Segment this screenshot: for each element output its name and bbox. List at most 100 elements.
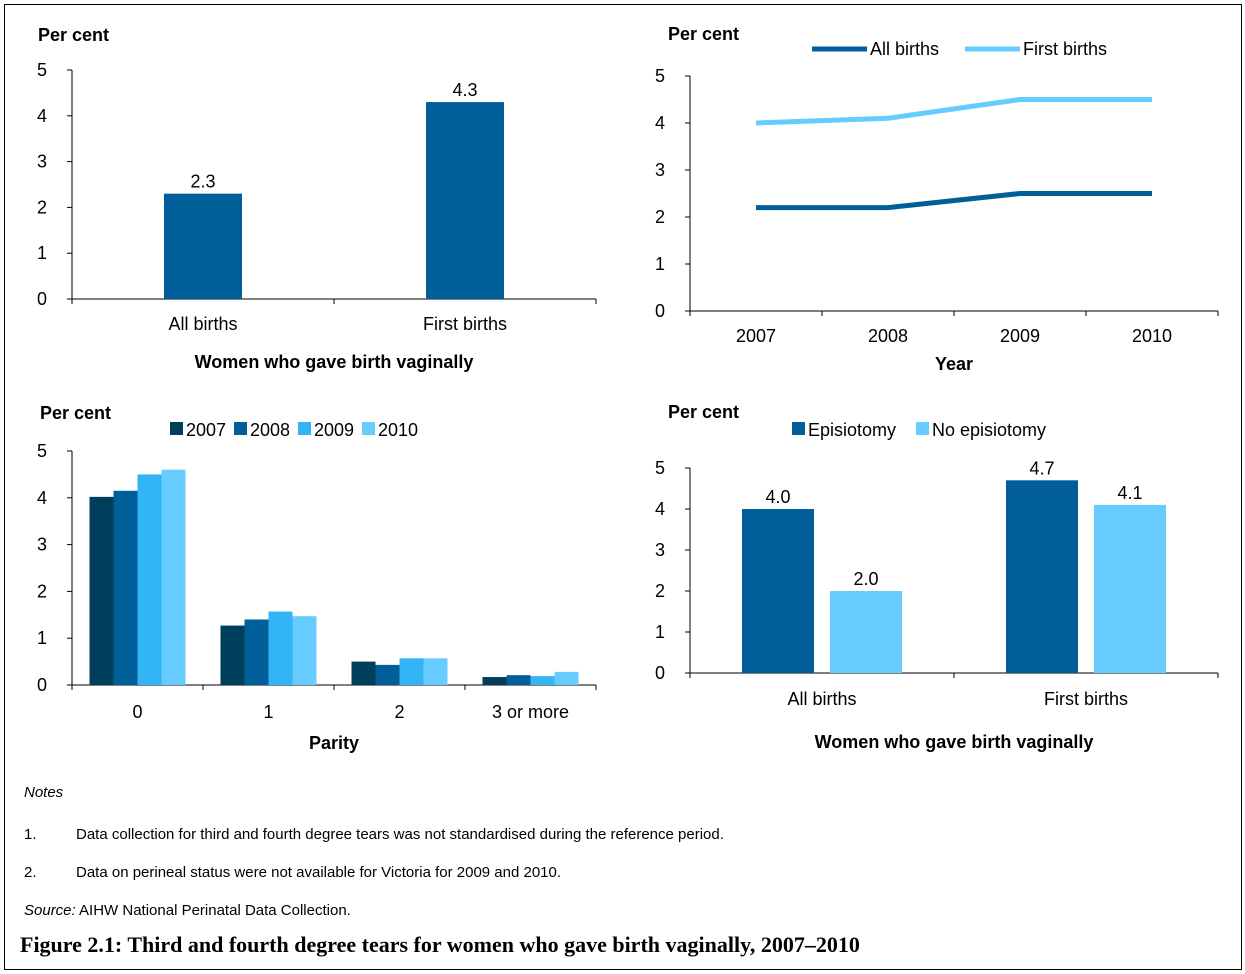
tr-y-tick-label: 3	[655, 160, 665, 180]
bl-bar	[351, 661, 376, 685]
bl-bar	[220, 625, 245, 685]
bl-y-tick-label: 4	[37, 488, 47, 508]
bl-bar	[161, 469, 186, 685]
tr-category-label: 2007	[736, 326, 776, 346]
bl-bar	[530, 676, 555, 685]
tl-y-tick-label: 4	[37, 106, 47, 126]
bl-bar	[375, 664, 400, 685]
bl-legend-swatch	[362, 422, 375, 435]
tl-y-tick-label: 1	[37, 243, 47, 263]
br-x-axis-title: Women who gave birth vaginally	[815, 732, 1094, 752]
tr-series-line	[756, 191, 1152, 211]
note-1-number: 1.	[24, 826, 37, 843]
bl-category-label: 0	[132, 702, 142, 722]
bl-y-tick-label: 3	[37, 535, 47, 555]
bl-bar	[113, 490, 138, 685]
br-y-tick-label: 5	[655, 458, 665, 478]
tr-series-line	[755, 97, 1152, 126]
bl-legend-swatch	[234, 422, 247, 435]
source-label: Source:	[24, 902, 76, 919]
source-text: AIHW National Perinatal Data Collection.	[75, 902, 351, 919]
bl-bar	[268, 611, 293, 685]
bl-bar	[399, 658, 424, 685]
tl-data-label: 4.3	[452, 80, 477, 100]
tl-data-label: 2.3	[190, 172, 215, 192]
tr-category-label: 2010	[1132, 326, 1172, 346]
br-data-label: 4.7	[1029, 458, 1054, 478]
tl-y-tick-label: 0	[37, 289, 47, 309]
bl-y-tick-label: 0	[37, 675, 47, 695]
bl-x-axis-title: Parity	[309, 733, 359, 753]
source-line: Source: AIHW National Perinatal Data Col…	[24, 902, 351, 919]
tr-y-tick-label: 4	[655, 113, 665, 133]
bl-y-tick-label: 1	[37, 628, 47, 648]
bl-category-label: 2	[394, 702, 404, 722]
bl-legend-swatch	[170, 422, 183, 435]
bl-y-axis-title: Per cent	[40, 403, 111, 423]
tr-legend-label: All births	[870, 39, 939, 59]
bl-category-label: 1	[263, 702, 273, 722]
tr-x-axis-title: Year	[935, 354, 973, 374]
tr-category-label: 2009	[1000, 326, 1040, 346]
br-y-tick-label: 2	[655, 581, 665, 601]
tl-y-tick-label: 5	[37, 60, 47, 80]
note-2-text: Data on perineal status were not availab…	[76, 864, 562, 881]
br-legend-swatch	[792, 422, 805, 435]
figure-caption: Figure 2.1: Third and fourth degree tear…	[20, 932, 860, 957]
bl-legend-label: 2009	[314, 420, 354, 440]
tl-bar	[164, 193, 242, 299]
figure-frame	[4, 4, 1242, 970]
bl-bar	[137, 474, 162, 685]
tr-legend-label: First births	[1023, 39, 1107, 59]
bl-legend-label: 2010	[378, 420, 418, 440]
note-2: 2. Data on perineal status were not avai…	[24, 864, 1224, 884]
bl-y-tick-label: 2	[37, 581, 47, 601]
bl-bar	[506, 675, 531, 685]
br-y-tick-label: 3	[655, 540, 665, 560]
tl-y-tick-label: 3	[37, 152, 47, 172]
br-bar	[1094, 504, 1166, 673]
br-bar	[1006, 480, 1078, 673]
note-1: 1. Data collection for third and fourth …	[24, 826, 1224, 846]
br-bar	[830, 591, 902, 673]
bl-bar	[423, 658, 448, 685]
tl-category-label: All births	[168, 314, 237, 334]
tr-y-tick-label: 1	[655, 254, 665, 274]
br-y-tick-label: 1	[655, 622, 665, 642]
br-bar	[742, 509, 814, 673]
bl-legend-swatch	[298, 422, 311, 435]
br-y-tick-label: 4	[655, 499, 665, 519]
bl-category-label: 3 or more	[492, 702, 569, 722]
tl-bar	[426, 102, 504, 299]
tl-y-axis-title: Per cent	[38, 25, 109, 45]
br-y-axis-title: Per cent	[668, 402, 739, 422]
br-legend-swatch	[916, 422, 929, 435]
bl-legend-label: 2008	[250, 420, 290, 440]
bl-y-tick-label: 5	[37, 441, 47, 461]
br-data-label: 2.0	[853, 569, 878, 589]
tl-category-label: First births	[423, 314, 507, 334]
tr-y-tick-label: 2	[655, 207, 665, 227]
bl-bar	[244, 619, 269, 685]
note-2-number: 2.	[24, 864, 37, 881]
br-legend-label: No episiotomy	[932, 420, 1046, 440]
tr-y-tick-label: 0	[655, 301, 665, 321]
br-y-tick-label: 0	[655, 663, 665, 683]
tl-x-axis-title: Women who gave birth vaginally	[195, 352, 474, 372]
tr-y-tick-label: 5	[655, 66, 665, 86]
br-data-label: 4.1	[1117, 483, 1142, 503]
bl-bar	[482, 677, 507, 685]
bl-legend-label: 2007	[186, 420, 226, 440]
br-legend-label: Episiotomy	[808, 420, 896, 440]
notes-heading: Notes	[24, 784, 64, 801]
bl-bar	[89, 496, 114, 685]
tr-category-label: 2008	[868, 326, 908, 346]
br-category-label: All births	[787, 689, 856, 709]
bl-bar	[554, 671, 579, 685]
br-category-label: First births	[1044, 689, 1128, 709]
note-1-text: Data collection for third and fourth deg…	[76, 826, 724, 843]
tl-y-tick-label: 2	[37, 197, 47, 217]
tr-y-axis-title: Per cent	[668, 24, 739, 44]
bl-bar	[292, 616, 317, 685]
